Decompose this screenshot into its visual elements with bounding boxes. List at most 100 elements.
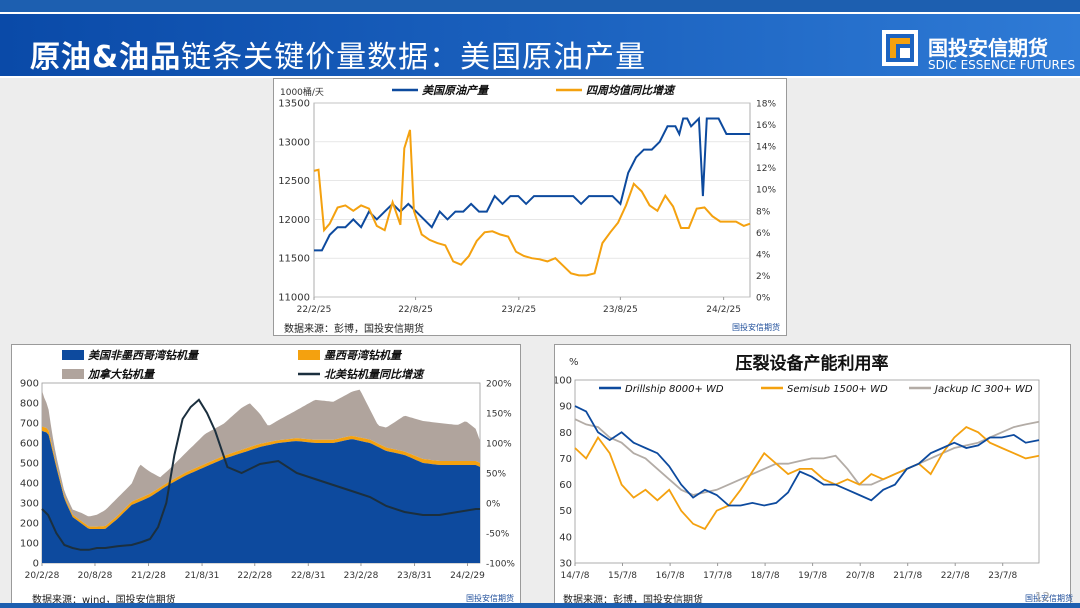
chart1-y-left-tick-5: 13500 xyxy=(278,99,310,110)
chart1-y-right-tick-6: 12% xyxy=(756,164,776,174)
chart2-y-left-tick-8: 800 xyxy=(20,399,39,410)
chart2-x-tick-3: 21/8/31 xyxy=(185,571,220,581)
chart1-series-0-line xyxy=(314,116,750,252)
chart2-x-tick-2: 21/2/28 xyxy=(131,571,166,581)
chart3-x-tick-6: 20/7/8 xyxy=(846,571,875,581)
chart3-x-tick-2: 16/7/8 xyxy=(656,571,685,581)
chart3-title: 压裂设备产能利用率 xyxy=(736,353,889,374)
chart2-x-tick-8: 24/2/29 xyxy=(450,571,485,581)
chart1-x-tick-4: 24/2/25 xyxy=(706,305,741,315)
chart2-legend-swatch-0 xyxy=(62,350,84,360)
logo-en-text: SDIC ESSENCE FUTURES xyxy=(928,58,1076,72)
chart1-y-left-tick-0: 11000 xyxy=(278,293,310,304)
chart2-series-canada-area xyxy=(42,389,480,527)
chart1-y-right-tick-4: 8% xyxy=(756,207,771,217)
chart2-y-left-tick-6: 600 xyxy=(20,439,39,450)
chart1-y-left-tick-3: 12500 xyxy=(278,176,310,187)
chart2-x-tick-6: 23/2/28 xyxy=(344,571,379,581)
chart3-x-tick-8: 22/7/8 xyxy=(941,571,970,581)
page-title: 原油&油品链条关键价量数据：美国原油产量 xyxy=(30,32,646,76)
chart2-y-left-tick-4: 400 xyxy=(20,479,39,490)
chart2-x-tick-7: 23/8/31 xyxy=(397,571,432,581)
chart1-x-tick-0: 22/2/25 xyxy=(297,305,332,315)
chart3-y-tick-2: 50 xyxy=(559,506,572,517)
chart3-x-tick-1: 15/7/8 xyxy=(608,571,637,581)
chart2-x-tick-4: 22/2/28 xyxy=(237,571,272,581)
chart2-legend-label-3: 北美钻机量同比增速 xyxy=(324,368,425,381)
chart2-y-right-tick-5: 150% xyxy=(486,410,512,420)
chart2-y-right-tick-2: 0% xyxy=(486,500,501,510)
chart3-x-tick-0: 14/7/8 xyxy=(561,571,590,581)
chart3-x-tick-7: 21/7/8 xyxy=(893,571,922,581)
chart1-x-tick-3: 23/8/25 xyxy=(603,305,638,315)
chart1-y-right-tick-0: 0% xyxy=(756,294,771,304)
chart1-legend-label-1: 四周均值同比增速 xyxy=(586,84,676,97)
chart3-y-tick-1: 40 xyxy=(559,532,572,543)
chart1-series-1-line xyxy=(313,129,751,277)
chart3-legend-label-1: Semisub 1500+ WD xyxy=(787,384,888,395)
chart3-legend-label-2: Jackup IC 300+ WD xyxy=(933,384,1033,395)
crude-production-chart: 11000 11500 12000 12500 13000 13500 0% 2% 4% 6% 8%… xyxy=(278,84,776,315)
chart3-x-tick-9: 23/7/8 xyxy=(988,571,1017,581)
chart2-y-left-tick-9: 900 xyxy=(20,379,39,390)
chart1-unit-left: 1000桶/天 xyxy=(280,86,324,98)
chart2-y-right-tick-3: 50% xyxy=(486,470,506,480)
chart2-legend-label-0: 美国非墨西哥湾钻机量 xyxy=(88,349,200,362)
chart2-legend-swatch-1 xyxy=(298,350,320,360)
chart2-mini-logo: 国投安信期货 xyxy=(466,594,514,603)
chart2-y-right-tick-6: 200% xyxy=(486,380,512,390)
chart2-legend-label-1: 墨西哥湾钻机量 xyxy=(324,349,403,362)
company-logo: 国投安信期货 SDIC ESSENCE FUTURES xyxy=(882,22,1076,80)
chart2-y-left-tick-7: 700 xyxy=(20,419,39,430)
chart2-source: 数据来源：wind，国投安信期货 xyxy=(32,595,176,606)
rig-utilization-chart: 30 40 50 60 70 80 90 100 14/7/8 15/7/8 16/7/8 17/7/… xyxy=(553,353,1040,581)
rig-count-chart: 0 100 200 300 400 500 600 700 800 900 -100% -50% 0% 5… xyxy=(20,349,516,581)
chart1-y-left-tick-2: 12000 xyxy=(278,215,310,226)
title-band: 原油&油品链条关键价量数据：美国原油产量 国投安信期货 SDIC ESSENCE… xyxy=(0,14,1080,76)
chart3-source: 数据来源：彭博，国投安信期货 xyxy=(563,595,703,606)
chart1-y-right-tick-2: 4% xyxy=(756,250,771,260)
chart1-legend-label-0: 美国原油产量 xyxy=(422,84,490,97)
chart2-x-tick-5: 22/8/31 xyxy=(291,571,326,581)
chart1-y-right-tick-7: 14% xyxy=(756,143,776,153)
chart3-mini-logo: 国投安信期货 xyxy=(1025,594,1073,603)
chart1-y-right-tick-3: 6% xyxy=(756,229,771,239)
chart1-y-right-tick-1: 2% xyxy=(756,272,771,282)
chart3-x-tick-5: 19/7/8 xyxy=(798,571,827,581)
chart3-series-1-line xyxy=(574,426,1040,531)
chart2-y-left-tick-0: 0 xyxy=(33,559,39,570)
logo-cn-text: 国投安信期货 xyxy=(928,36,1048,60)
chart1-y-left-tick-4: 13000 xyxy=(278,137,310,148)
chart3-series-0-line xyxy=(574,405,1040,507)
chart1-mini-logo: 国投安信期货 xyxy=(732,323,780,332)
chart2-series-yoy-line xyxy=(41,398,480,551)
chart3-legend-label-0: Drillship 8000+ WD xyxy=(625,384,724,395)
page-number: 12 xyxy=(1034,590,1050,604)
chart3-y-tick-7: 100 xyxy=(555,376,572,387)
logo-mark-icon xyxy=(882,30,918,66)
chart1-source: 数据来源：彭博，国投安信期货 xyxy=(284,324,424,335)
chart3-x-tick-3: 17/7/8 xyxy=(703,571,732,581)
chart2-x-tick-0: 20/2/28 xyxy=(25,571,60,581)
header: 原油&油品链条关键价量数据：美国原油产量 国投安信期货 SDIC ESSENCE… xyxy=(0,0,1080,78)
chart2-legend-swatch-2 xyxy=(62,369,84,379)
chart2-y-right-tick-4: 100% xyxy=(486,440,512,450)
rig-count-panel: 0 100 200 300 400 500 600 700 800 900 -100% -50% 0% 5… xyxy=(11,344,521,606)
chart1-y-right-tick-5: 10% xyxy=(756,186,776,196)
chart1-x-tick-1: 22/8/25 xyxy=(398,305,433,315)
chart2-y-left-tick-5: 500 xyxy=(20,459,39,470)
header-top-bar xyxy=(0,0,1080,12)
chart3-y-tick-6: 90 xyxy=(559,402,572,413)
chart1-y-right-tick-8: 16% xyxy=(756,121,776,131)
chart2-y-left-tick-3: 300 xyxy=(20,499,39,510)
chart3-y-tick-5: 80 xyxy=(559,428,572,439)
chart3-x-tick-4: 18/7/8 xyxy=(751,571,780,581)
chart2-x-tick-1: 20/8/28 xyxy=(78,571,113,581)
chart3-y-tick-0: 30 xyxy=(559,559,572,570)
chart3-y-tick-3: 60 xyxy=(559,480,572,491)
chart2-y-left-tick-1: 100 xyxy=(20,539,39,550)
chart3-plot-area xyxy=(574,379,1040,564)
chart3-y-tick-4: 70 xyxy=(559,454,572,465)
chart2-legend-label-2: 加拿大钻机量 xyxy=(87,368,156,381)
page-title-rest: 链条关键价量数据：美国原油产量 xyxy=(181,40,647,75)
